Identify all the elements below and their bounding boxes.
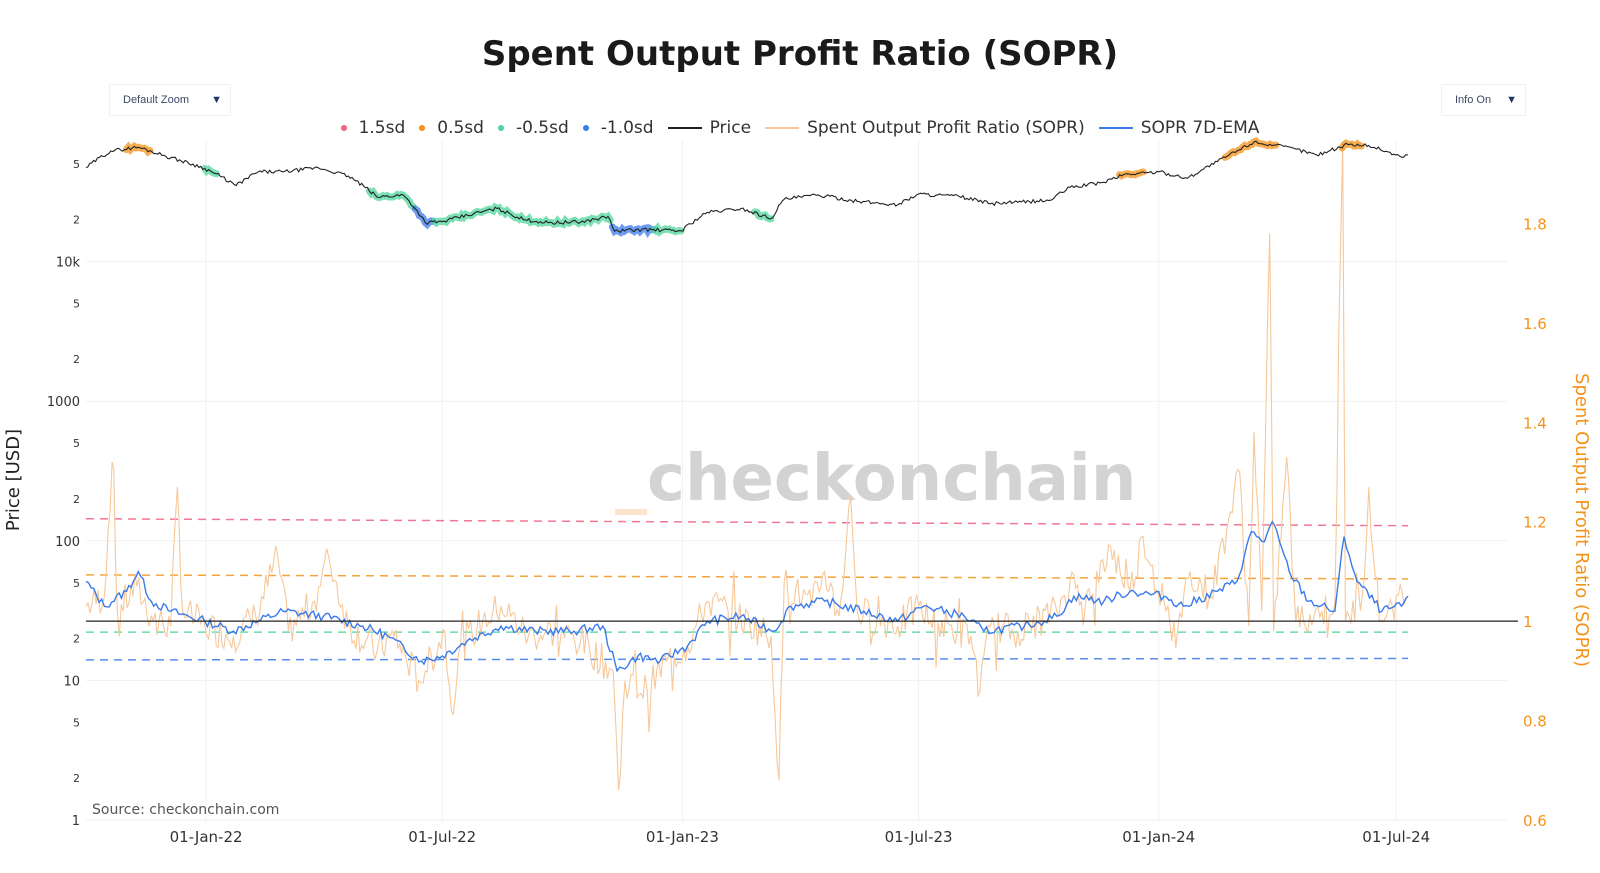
legend-marker bbox=[419, 125, 426, 131]
price-line bbox=[85, 140, 1409, 234]
right-tick-label: 0.8 bbox=[1523, 713, 1547, 731]
legend-marker bbox=[667, 127, 702, 129]
left-tick-label: 1 bbox=[72, 814, 80, 829]
legend-marker bbox=[582, 125, 589, 131]
x-tick-label: 01-Jan-24 bbox=[1122, 828, 1195, 846]
info-dropdown[interactable]: Info On ▼ bbox=[1441, 84, 1526, 116]
right-tick-label: 1.2 bbox=[1523, 514, 1547, 532]
left-minor-tick-label: 2 bbox=[73, 214, 80, 227]
chevron-down-icon: ▼ bbox=[1506, 94, 1517, 106]
legend-item-0-5sd[interactable]: 0.5sd bbox=[419, 118, 484, 138]
price-band-0.5sd bbox=[1221, 136, 1280, 161]
left-tick-label: 1000 bbox=[47, 395, 80, 410]
sopr-ema-series bbox=[85, 520, 1409, 673]
x-tick-label: 01-Jul-22 bbox=[408, 828, 476, 846]
watermark-underscore: _ bbox=[615, 442, 647, 516]
x-axis: 01-Jan-22 01-Jul-22 01-Jan-23 01-Jul-23 01-J… bbox=[170, 828, 1431, 846]
right-tick-label: 1 bbox=[1523, 613, 1533, 631]
left-minor-tick-label: 2 bbox=[73, 632, 80, 645]
x-tick-label: 01-Jul-24 bbox=[1362, 828, 1430, 846]
legend-label: -1.0sd bbox=[600, 118, 654, 138]
band-line-1m5sd bbox=[85, 517, 1409, 527]
legend-item-sopr-ema[interactable]: SOPR 7D-EMA bbox=[1098, 118, 1260, 138]
price-series bbox=[85, 140, 1409, 234]
right-tick-label: 1.6 bbox=[1523, 315, 1547, 333]
legend-marker bbox=[340, 125, 347, 131]
zoom-dropdown-label: Default Zoom bbox=[123, 94, 190, 106]
legend-item-sopr[interactable]: Spent Output Profit Ratio (SOPR) bbox=[765, 118, 1085, 138]
legend-item-1-5sd[interactable]: 1.5sd bbox=[340, 118, 406, 138]
left-tick-label: 10k bbox=[56, 256, 81, 271]
zoom-dropdown[interactable]: Default Zoom ▼ bbox=[109, 84, 231, 116]
left-axis-title: Price [USD] bbox=[3, 429, 24, 531]
left-minor-tick-label: 2 bbox=[73, 493, 80, 506]
right-tick-label: 0.6 bbox=[1523, 812, 1547, 830]
right-tick-label: 1.4 bbox=[1523, 414, 1547, 432]
legend-label: 0.5sd bbox=[437, 118, 484, 138]
legend-item-minus-0-5sd[interactable]: -0.5sd bbox=[497, 118, 569, 138]
legend-item-price[interactable]: Price bbox=[667, 118, 752, 138]
left-minor-tick-label: 2 bbox=[73, 353, 80, 366]
right-tick-label: 1.8 bbox=[1523, 215, 1547, 233]
sopr-line bbox=[85, 143, 1409, 791]
x-tick-label: 01-Jul-23 bbox=[885, 828, 953, 846]
legend-label: 1.5sd bbox=[358, 118, 406, 138]
left-tick-label: 10 bbox=[63, 674, 80, 689]
legend-marker bbox=[1098, 127, 1133, 129]
x-tick-label: 01-Jan-23 bbox=[646, 828, 719, 846]
left-y-axis: 1 10 100 1000 10k 2 5 2 5 2 5 2 5 2 5 bbox=[47, 158, 81, 829]
band-line-m1-0sd bbox=[85, 657, 1409, 661]
info-dropdown-label: Info On bbox=[1455, 94, 1492, 106]
legend-label: -0.5sd bbox=[515, 118, 569, 138]
price-band-highlights bbox=[123, 136, 1365, 238]
sopr-ema-line bbox=[85, 520, 1409, 673]
legend-label: Spent Output Profit Ratio (SOPR) bbox=[807, 118, 1085, 138]
legend-label: SOPR 7D-EMA bbox=[1140, 118, 1260, 138]
left-minor-tick-label: 5 bbox=[73, 577, 80, 590]
sopr-series bbox=[85, 143, 1409, 791]
legend-marker bbox=[497, 125, 504, 131]
left-minor-tick-label: 5 bbox=[73, 158, 80, 171]
left-minor-tick-label: 5 bbox=[73, 716, 80, 729]
legend-label: Price bbox=[709, 118, 752, 138]
left-minor-tick-label: 2 bbox=[73, 772, 80, 785]
x-tick-label: 01-Jan-22 bbox=[170, 828, 243, 846]
right-y-axis: 0.6 0.8 1 1.2 1.4 1.6 1.8 bbox=[1523, 215, 1547, 830]
right-axis-title: Spent Output Profit Ratio (SOPR) bbox=[1571, 373, 1592, 667]
legend-item-minus-1-0sd[interactable]: -1.0sd bbox=[582, 118, 654, 138]
left-minor-tick-label: 5 bbox=[73, 437, 80, 450]
watermark-text: checkonchain bbox=[647, 442, 1136, 516]
source-note: Source: checkonchain.com bbox=[92, 802, 279, 818]
left-minor-tick-label: 5 bbox=[73, 298, 80, 311]
sd-band-lines bbox=[85, 517, 1409, 661]
band-line-0m5sd bbox=[85, 574, 1409, 580]
watermark: _checkonchain bbox=[615, 442, 1136, 516]
left-tick-label: 100 bbox=[55, 535, 80, 550]
legend-marker bbox=[765, 127, 800, 129]
chart-legend: 1.5sd 0.5sd -0.5sd -1.0sd Price Spent Ou… bbox=[0, 115, 1600, 141]
chevron-down-icon: ▼ bbox=[211, 94, 222, 106]
chart-title: Spent Output Profit Ratio (SOPR) bbox=[481, 34, 1119, 74]
